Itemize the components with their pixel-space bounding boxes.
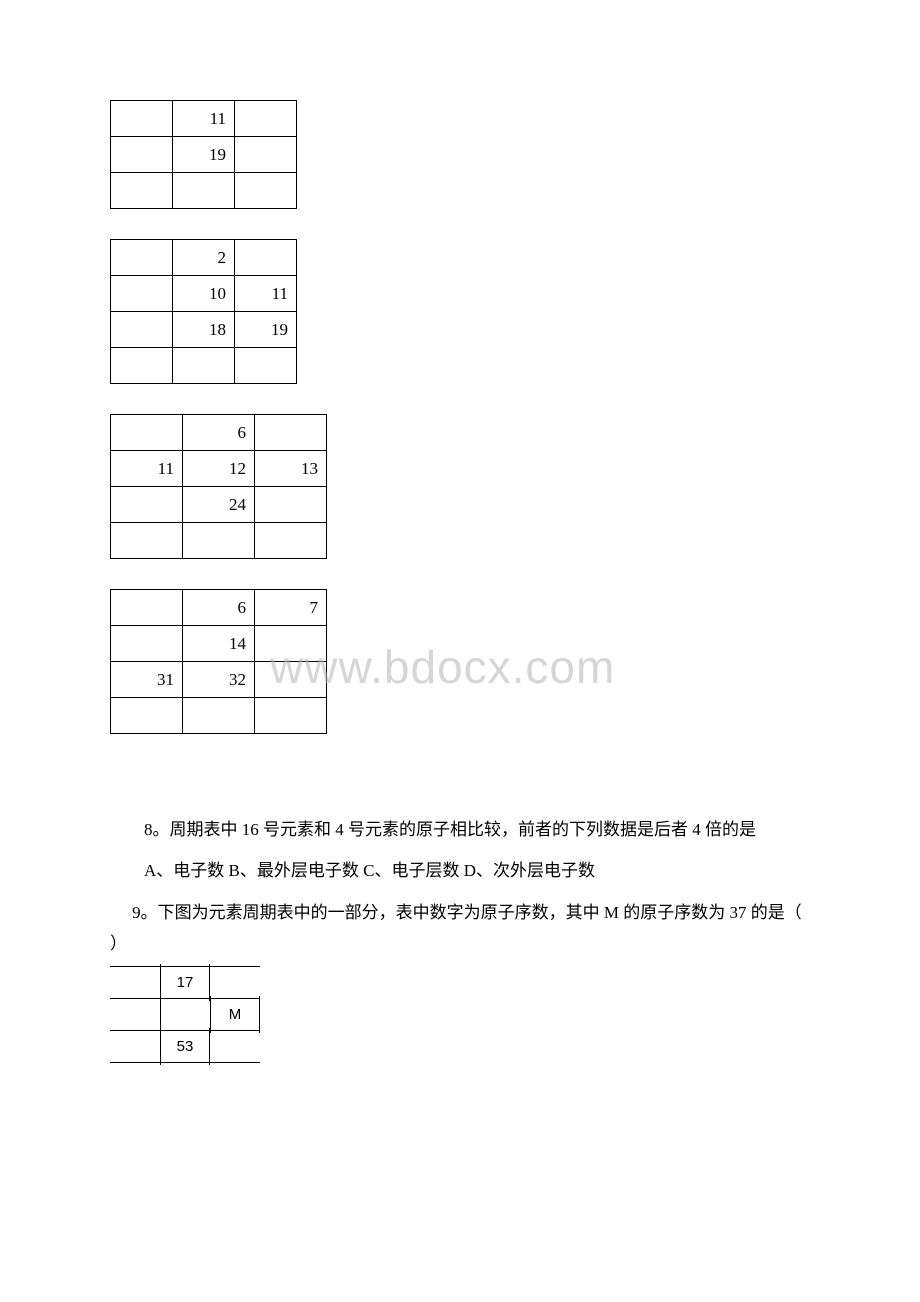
cell <box>111 487 183 523</box>
cell <box>173 348 235 384</box>
cell <box>111 590 183 626</box>
question-9-text: 9。下图为元素周期表中的一部分，表中数字为原子序数，其中 M 的原子序数为 37… <box>110 897 810 960</box>
cell <box>111 173 173 209</box>
cell: 32 <box>183 662 255 698</box>
cell <box>111 415 183 451</box>
cell: 17 <box>160 966 210 998</box>
cell <box>210 1030 260 1062</box>
cell <box>235 173 297 209</box>
cell: 6 <box>183 590 255 626</box>
cell: 12 <box>183 451 255 487</box>
cell: 18 <box>173 312 235 348</box>
cell: M <box>210 998 260 1030</box>
cell: 31 <box>111 662 183 698</box>
cell <box>111 276 173 312</box>
cell <box>183 523 255 559</box>
cell: 10 <box>173 276 235 312</box>
cell <box>110 1030 160 1062</box>
cell <box>255 523 327 559</box>
cell <box>111 101 173 137</box>
question-8-options: A、电子数 B、最外层电子数 C、电子层数 D、次外层电子数 <box>110 855 810 886</box>
option-table-4: 6 7 14 31 32 <box>110 589 327 734</box>
cell: 11 <box>173 101 235 137</box>
cell: 53 <box>160 1030 210 1062</box>
cell <box>210 966 260 998</box>
page-content: 11 19 2 10 11 18 19 <box>0 0 920 1113</box>
option-table-1: 11 19 <box>110 100 297 209</box>
cell: 14 <box>183 626 255 662</box>
cell: 24 <box>183 487 255 523</box>
cell <box>110 998 160 1030</box>
cell <box>111 137 173 173</box>
cell <box>111 348 173 384</box>
option-table-2: 2 10 11 18 19 <box>110 239 297 384</box>
cell <box>111 240 173 276</box>
cell <box>111 312 173 348</box>
cell <box>255 662 327 698</box>
cell <box>111 523 183 559</box>
cell <box>110 966 160 998</box>
cell <box>255 415 327 451</box>
cell <box>255 698 327 734</box>
cell <box>235 137 297 173</box>
cell <box>173 173 235 209</box>
cell <box>160 998 210 1030</box>
cell: 7 <box>255 590 327 626</box>
cell <box>235 101 297 137</box>
cell: 19 <box>235 312 297 348</box>
cell: 19 <box>173 137 235 173</box>
cell: 2 <box>173 240 235 276</box>
cell <box>235 348 297 384</box>
cell: 13 <box>255 451 327 487</box>
cell: 6 <box>183 415 255 451</box>
cell <box>111 698 183 734</box>
question-8-text: 8。周期表中 16 号元素和 4 号元素的原子相比较，前者的下列数据是后者 4 … <box>110 814 810 845</box>
question-9-table: 17 M 53 <box>110 966 260 1063</box>
cell <box>183 698 255 734</box>
cell <box>235 240 297 276</box>
cell: 11 <box>235 276 297 312</box>
cell: 11 <box>111 451 183 487</box>
cell <box>255 626 327 662</box>
cell <box>255 487 327 523</box>
option-table-3: 6 11 12 13 24 <box>110 414 327 559</box>
cell <box>111 626 183 662</box>
